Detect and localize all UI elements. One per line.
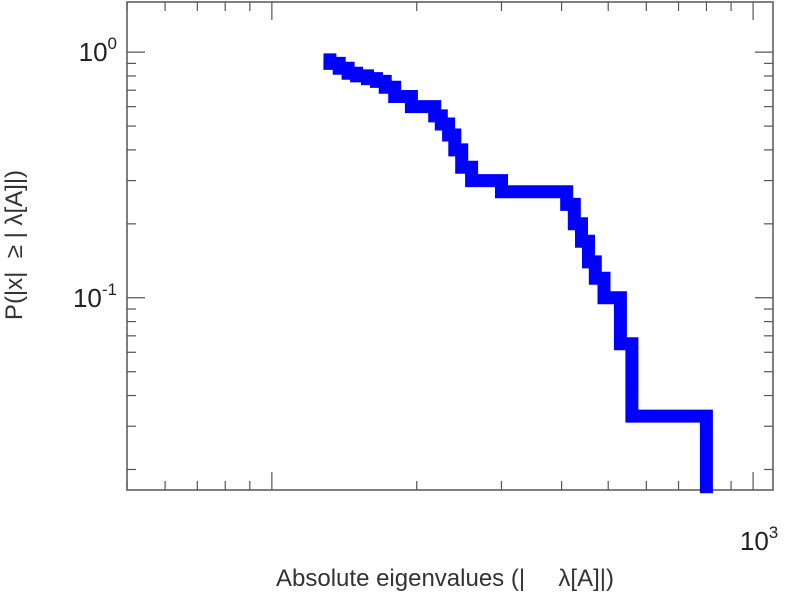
plot-frame — [126, 1, 774, 491]
axis-ticks — [126, 2, 773, 490]
y-tick-label: 10-1 — [73, 280, 117, 313]
tick-labels: 100 10-1 103 — [73, 34, 778, 556]
y-tick-label: 100 — [79, 34, 117, 67]
series-line — [323, 53, 713, 494]
y-axis-label: P(|x| ≥ | λ[A]|) — [1, 170, 28, 320]
x-tick-label: 103 — [740, 523, 778, 556]
x-axis-label: Absolute eigenvalues (| λ[A]|) — [276, 565, 614, 592]
